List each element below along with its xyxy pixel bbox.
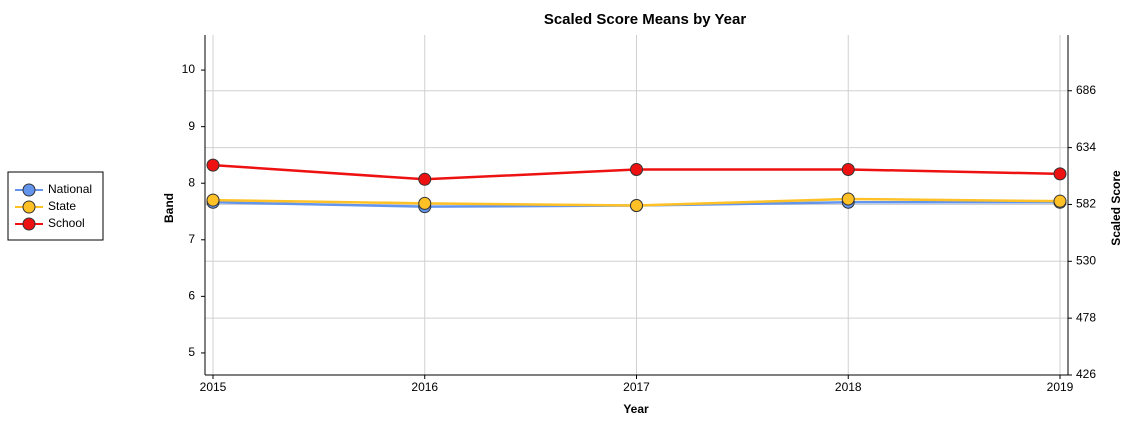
chart-title: Scaled Score Means by Year (544, 11, 747, 28)
y2-tick-label: 530 (1076, 253, 1096, 267)
data-point (630, 199, 643, 213)
x-tick-label: 2019 (1047, 380, 1074, 394)
y-tick-label: 10 (182, 62, 196, 76)
data-point (206, 193, 220, 207)
y-axis-label: Band (162, 193, 176, 223)
data-point (206, 158, 220, 172)
y2-tick-label: 582 (1076, 197, 1096, 211)
y2-tick-label: 686 (1076, 83, 1096, 97)
data-point (418, 172, 432, 186)
y-tick-label: 5 (188, 345, 195, 359)
data-point (841, 162, 855, 176)
x-tick-label: 2016 (411, 380, 438, 394)
data-point (418, 196, 432, 210)
legend-label: National (48, 182, 92, 196)
data-point (630, 162, 643, 176)
x-tick-label: 2018 (835, 380, 862, 394)
y-tick-label: 9 (188, 119, 195, 133)
y-tick-label: 6 (188, 289, 195, 303)
y2-tick-label: 426 (1076, 367, 1096, 381)
y-tick-label: 8 (188, 175, 195, 189)
x-tick-label: 2017 (623, 380, 650, 394)
data-point (841, 192, 855, 206)
legend-marker (22, 217, 36, 231)
y2-tick-label: 634 (1076, 140, 1096, 154)
x-axis-label: Year (623, 402, 649, 416)
legend-marker (22, 183, 36, 197)
y-tick-label: 7 (188, 232, 195, 246)
data-point (1053, 194, 1067, 208)
legend-marker (22, 200, 36, 214)
y2-tick-label: 478 (1076, 310, 1096, 324)
legend-label: School (48, 216, 85, 230)
legend-label: State (48, 199, 76, 213)
data-point (1053, 167, 1067, 181)
x-tick-label: 2015 (200, 380, 227, 394)
y2-axis-label: Scaled Score (1109, 170, 1123, 246)
